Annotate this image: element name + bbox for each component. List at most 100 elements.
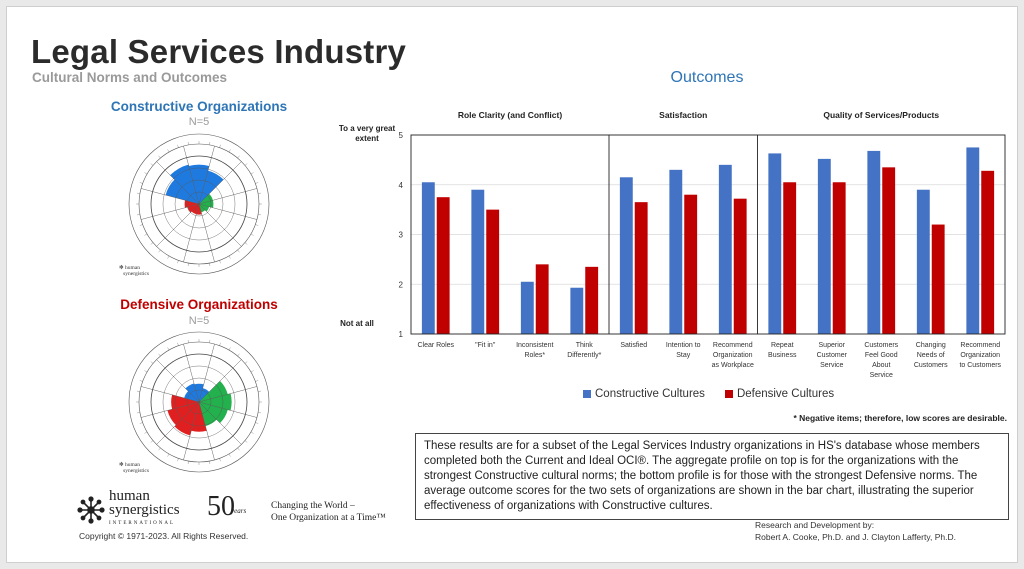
defensive-ring-tick-12 bbox=[177, 458, 179, 462]
tagline: Changing the World – One Organization at… bbox=[271, 500, 386, 524]
constructive-wedge-red-4 bbox=[184, 200, 199, 208]
defensive-ring-tick-20 bbox=[136, 390, 140, 392]
constructive-wedge-red-1 bbox=[196, 204, 202, 215]
constructive-ring-tick-20 bbox=[136, 192, 140, 194]
constructive-ring-tick-23 bbox=[150, 163, 154, 166]
fifty-number: 50 bbox=[207, 491, 235, 522]
legend-item-constructive: Constructive Cultures bbox=[583, 388, 705, 400]
defensive-ring-tick-11 bbox=[187, 461, 189, 465]
constructive-ring-tick-14 bbox=[158, 249, 161, 253]
constructive-ring-tick-11 bbox=[187, 263, 189, 267]
defensive-bar bbox=[832, 182, 846, 334]
mini-logo-bottom: ✻ human synergistics bbox=[119, 462, 149, 474]
logo-wordmark: human synergistics INTERNATIONAL bbox=[109, 489, 180, 531]
defensive-bar bbox=[535, 264, 549, 334]
x-tick-label: Recommend Organization as Workplace bbox=[712, 342, 754, 369]
defensive-ring-tick-34 bbox=[250, 370, 254, 373]
y-top-label-line: extent bbox=[355, 134, 379, 143]
defensive-bar bbox=[486, 209, 500, 335]
defensive-bar bbox=[585, 266, 599, 334]
constructive-bar bbox=[669, 169, 683, 334]
defensive-ring-tick-17 bbox=[139, 422, 143, 424]
constructive-wedge-blue-4 bbox=[199, 170, 224, 204]
constructive-wedge-blue-3 bbox=[188, 164, 210, 204]
constructive-ring-tick-7 bbox=[228, 255, 231, 259]
page-subtitle: Cultural Norms and Outcomes bbox=[32, 70, 228, 85]
constructive-bar bbox=[916, 189, 930, 334]
defensive-ring-tick-25 bbox=[167, 347, 170, 351]
constructive-ring-tick-34 bbox=[250, 172, 254, 175]
defensive-wedge-green-3 bbox=[199, 402, 228, 424]
logo-line1: human bbox=[109, 488, 150, 504]
constructive-ring-tick-25 bbox=[167, 149, 170, 153]
defensive-ring-tick-3 bbox=[255, 422, 259, 424]
defensive-ring-tick-5 bbox=[244, 440, 248, 443]
x-tick-label: Satisfied bbox=[620, 342, 647, 349]
page-title: Legal Services Industry bbox=[31, 33, 407, 70]
defensive-ring-tick-32 bbox=[237, 353, 240, 357]
defensive-wedge-blue-3 bbox=[194, 383, 204, 402]
defensive-wedge-red-4 bbox=[171, 394, 199, 410]
defensive-spoke-12 bbox=[140, 401, 200, 418]
fifty-years-logo: 50years bbox=[207, 491, 250, 523]
constructive-wedge-green-2 bbox=[199, 200, 214, 208]
constructive-bar bbox=[619, 177, 633, 334]
constructive-bar bbox=[421, 182, 435, 334]
constructive-bar bbox=[718, 164, 732, 334]
constructive-ring-tick-24 bbox=[158, 155, 161, 159]
description-box: These results are for a subset of the Le… bbox=[415, 433, 1009, 520]
constructive-wedge-red-2 bbox=[191, 204, 199, 215]
defensive-outer-ring bbox=[128, 331, 270, 473]
defensive-bar bbox=[882, 167, 896, 334]
defensive-spoke-8 bbox=[198, 401, 242, 445]
x-tick-label: Customers Feel Good About Service bbox=[864, 342, 898, 379]
defensive-ring-tick-18 bbox=[136, 412, 140, 414]
defensive-bar bbox=[931, 224, 945, 334]
constructive-ring-tick-13 bbox=[167, 255, 170, 259]
mini-logo-top: ✻ human synergistics bbox=[119, 265, 149, 277]
constructive-grid-ring-2 bbox=[174, 179, 224, 229]
constructive-spoke-12 bbox=[140, 203, 200, 220]
constructive-n: N=5 bbox=[188, 116, 210, 128]
defensive-ring-tick-21 bbox=[139, 380, 143, 382]
defensive-spoke-4 bbox=[198, 343, 215, 403]
x-tick-label: Clear Roles bbox=[417, 342, 454, 349]
constructive-ring-tick-33 bbox=[244, 163, 248, 166]
constructive-wedge-blue-2 bbox=[170, 164, 199, 204]
defensive-bar bbox=[733, 198, 747, 334]
defensive-ring-tick-33 bbox=[244, 361, 248, 364]
x-tick-label: Intention to Stay bbox=[666, 342, 701, 359]
constructive-spoke-11 bbox=[156, 203, 200, 247]
credits-line1: Research and Development by: bbox=[755, 520, 875, 530]
constructive-ring-tick-26 bbox=[177, 144, 179, 148]
defensive-bar bbox=[684, 194, 698, 334]
constructive-spoke-8 bbox=[198, 203, 242, 247]
legend-label-constructive: Constructive Cultures bbox=[595, 388, 705, 400]
defensive-ring-tick-36 bbox=[258, 390, 262, 392]
constructive-bar bbox=[471, 189, 485, 334]
constructive-spoke-4 bbox=[198, 145, 215, 205]
slide: Legal Services Industry Cultural Norms a… bbox=[6, 6, 1018, 563]
defensive-grid-ring-1 bbox=[186, 389, 212, 415]
defensive-ring-tick-13 bbox=[167, 453, 170, 457]
legend-item-defensive: Defensive Cultures bbox=[724, 388, 834, 400]
defensive-grid-ring-3 bbox=[162, 365, 236, 439]
constructive-spoke-1 bbox=[140, 188, 200, 205]
group-label: Quality of Services/Products bbox=[823, 110, 939, 120]
constructive-ring-tick-31 bbox=[228, 149, 231, 153]
defensive-bar bbox=[634, 202, 648, 334]
constructive-ring-tick-8 bbox=[219, 260, 221, 264]
y-tick-label: 4 bbox=[399, 181, 404, 190]
defensive-ring-tick-30 bbox=[219, 342, 221, 346]
constructive-ring-tick-2 bbox=[258, 214, 262, 216]
defensive-spoke-6 bbox=[198, 386, 258, 403]
constructive-ring-tick-18 bbox=[136, 214, 140, 216]
legend-swatch-defensive bbox=[724, 390, 733, 398]
y-tick-label: 5 bbox=[399, 131, 404, 140]
constructive-bar bbox=[768, 153, 782, 334]
x-tick-label: Changing Needs of Customers bbox=[914, 342, 948, 369]
defensive-spoke-11 bbox=[156, 401, 200, 445]
defensive-spoke-7 bbox=[198, 401, 258, 418]
defensive-ring-tick-23 bbox=[150, 361, 154, 364]
